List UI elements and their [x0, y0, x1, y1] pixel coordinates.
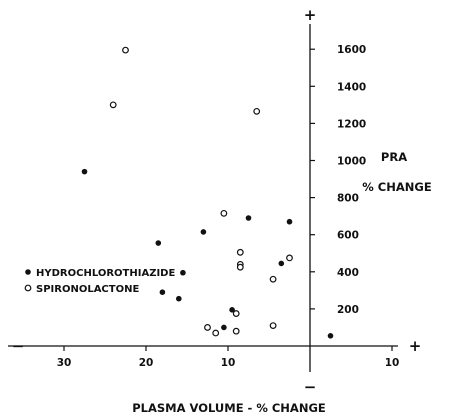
- data-point-spironolactone: [269, 275, 277, 283]
- x-positive-sign: +: [409, 337, 422, 355]
- legend-marker-hydrochlorothiazide: [25, 269, 31, 275]
- data-point-hydrochlorothiazide: [245, 215, 252, 221]
- data-point-spironolactone: [212, 329, 220, 337]
- data-points: [81, 46, 334, 339]
- data-point-hydrochlorothiazide: [81, 168, 88, 175]
- data-point-spironolactone: [269, 322, 277, 329]
- y-tick-label: 1400: [337, 81, 366, 93]
- y-tick-label: 1600: [337, 44, 366, 56]
- legend: HYDROCHLOROTHIAZIDE SPIRONOLACTONE: [24, 268, 175, 295]
- legend-marker-spironolactone: [24, 284, 32, 292]
- data-point-hydrochlorothiazide: [180, 269, 186, 276]
- data-point-hydrochlorothiazide: [278, 260, 285, 267]
- y-tick-label: 1200: [337, 118, 366, 130]
- data-point-spironolactone: [122, 46, 129, 54]
- y-axis-label-line1: PRA: [381, 150, 407, 164]
- data-point-hydrochlorothiazide: [155, 240, 162, 246]
- legend-label-spironolactone: SPIRONOLACTONE: [36, 284, 139, 295]
- y-tick-label: 1000: [337, 156, 366, 168]
- y-tick-label: 400: [337, 267, 359, 279]
- data-point-spironolactone: [232, 310, 240, 317]
- x-negative-sign: −: [12, 337, 25, 355]
- y-positive-sign: +: [304, 6, 317, 24]
- legend-label-hydrochlorothiazide: HYDROCHLOROTHIAZIDE: [36, 268, 175, 279]
- x-tick-label: 10: [385, 357, 400, 369]
- data-point-spironolactone: [109, 101, 117, 109]
- data-point-hydrochlorothiazide: [327, 332, 334, 339]
- data-point-hydrochlorothiazide: [176, 295, 182, 302]
- data-point-spironolactone: [204, 324, 211, 331]
- y-negative-sign: −: [304, 378, 317, 396]
- y-tick-label: 200: [337, 304, 359, 316]
- y-tick-label: 800: [337, 193, 359, 205]
- x-tick-label: 30: [57, 357, 72, 369]
- x-tick-label: 20: [139, 357, 154, 369]
- data-point-hydrochlorothiazide: [200, 229, 207, 235]
- data-point-hydrochlorothiazide: [159, 289, 166, 296]
- data-point-spironolactone: [232, 327, 240, 335]
- x-axis-label: PLASMA VOLUME - % CHANGE: [132, 401, 326, 415]
- data-point-hydrochlorothiazide: [286, 218, 293, 225]
- y-axis-label-line2: % CHANGE: [362, 180, 432, 194]
- data-point-spironolactone: [236, 263, 244, 271]
- chart-labels: PLASMA VOLUME - % CHANGE PRA % CHANGE: [132, 150, 432, 415]
- data-point-spironolactone: [220, 209, 228, 217]
- data-point-spironolactone: [286, 254, 293, 262]
- data-point-hydrochlorothiazide: [221, 324, 227, 331]
- x-tick-label: 10: [221, 357, 236, 369]
- data-point-spironolactone: [236, 248, 244, 256]
- data-point-hydrochlorothiazide: [229, 307, 235, 313]
- axes: 30 20 10 10 200 400 600 800 1000 1200 1400 1600 + − + −: [8, 6, 421, 396]
- data-point-spironolactone: [253, 107, 261, 115]
- y-tick-label: 600: [337, 230, 359, 242]
